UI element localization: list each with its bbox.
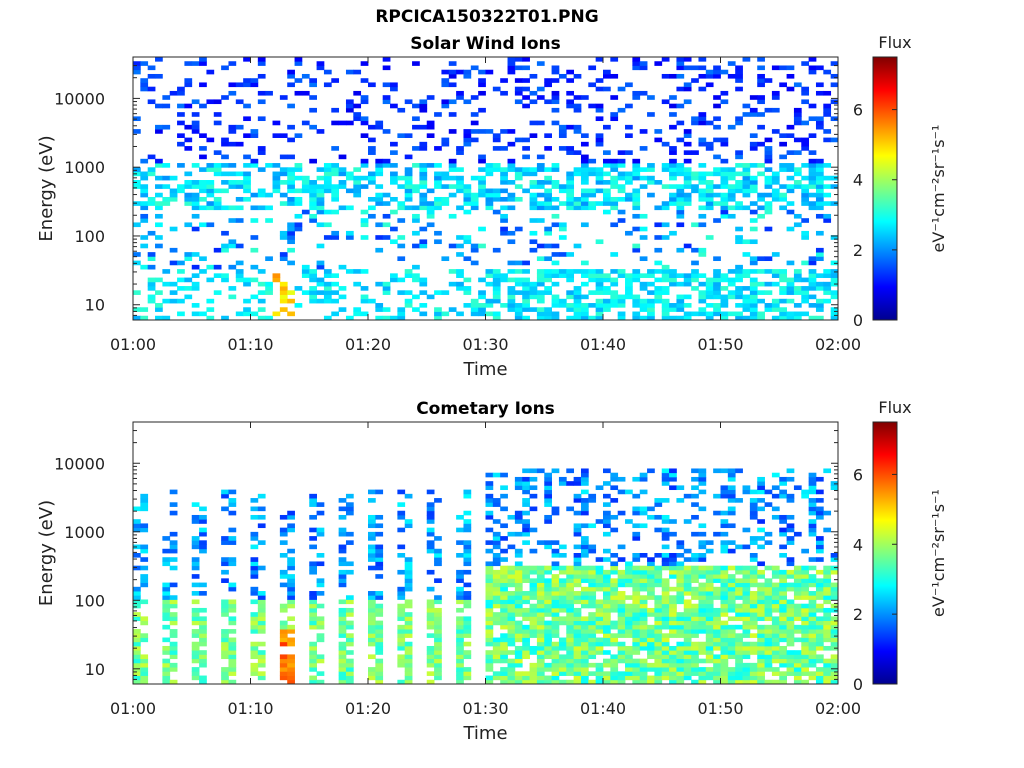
x-tick-label: 01:50: [697, 699, 743, 718]
x-tick-label: 01:30: [462, 699, 508, 718]
x-tick-label: 01:50: [697, 335, 743, 354]
x-tick-label: 01:40: [580, 335, 626, 354]
y-tick-label: 10000: [54, 89, 105, 108]
colorbar-unit-label: eV⁻¹cm⁻²sr⁻¹s⁻¹: [929, 125, 948, 253]
y-tick-label: 100: [74, 227, 105, 246]
colorbar-tick-label: 0: [853, 675, 863, 694]
colorbar-unit-label: eV⁻¹cm⁻²sr⁻¹s⁻¹: [929, 489, 948, 617]
y-tick-label: 1000: [64, 158, 105, 177]
y-tick-label: 10: [85, 660, 105, 679]
colorbar-tick-label: 6: [853, 465, 863, 484]
colorbar-tick-label: 2: [853, 241, 863, 260]
x-tick-label: 02:00: [815, 699, 861, 718]
colorbar-tick-label: 6: [853, 101, 863, 120]
y-axis-label: Energy (eV): [36, 135, 57, 241]
x-tick-label: 01:10: [227, 699, 273, 718]
x-tick-label: 01:00: [110, 699, 156, 718]
colorbar-tick-label: 4: [853, 171, 863, 190]
y-tick-label: 100: [74, 591, 105, 610]
x-tick-label: 02:00: [815, 335, 861, 354]
panel-title: Cometary Ions: [416, 399, 555, 419]
y-tick-label: 1000: [64, 523, 105, 542]
colorbar-title: Flux: [878, 398, 911, 417]
y-tick-label: 10000: [54, 454, 105, 473]
y-axis-label: Energy (eV): [36, 500, 57, 606]
heatmap-cells: [133, 468, 839, 685]
colorbar: [872, 56, 898, 321]
x-axis-label: Time: [462, 723, 507, 744]
x-tick-label: 01:20: [345, 335, 391, 354]
heatmap-cells: [133, 57, 839, 321]
x-tick-label: 01:20: [345, 699, 391, 718]
colorbar-tick-label: 2: [853, 605, 863, 624]
y-tick-label: 10: [85, 296, 105, 315]
x-axis-label: Time: [462, 359, 507, 380]
panel-title: Solar Wind Ions: [410, 34, 561, 54]
x-tick-label: 01:40: [580, 699, 626, 718]
x-tick-label: 01:30: [462, 335, 508, 354]
colorbar-tick-label: 0: [853, 311, 863, 330]
figure-title: RPCICA150322T01.PNG: [375, 7, 599, 27]
x-tick-label: 01:00: [110, 335, 156, 354]
colorbar: [872, 421, 898, 685]
colorbar-title: Flux: [878, 33, 911, 52]
solar-wind-panel: Solar Wind Ions 01:00 01:10 01:20 01:30 01:40…: [36, 33, 948, 380]
x-tick-label: 01:10: [227, 335, 273, 354]
colorbar-tick-label: 4: [853, 535, 863, 554]
